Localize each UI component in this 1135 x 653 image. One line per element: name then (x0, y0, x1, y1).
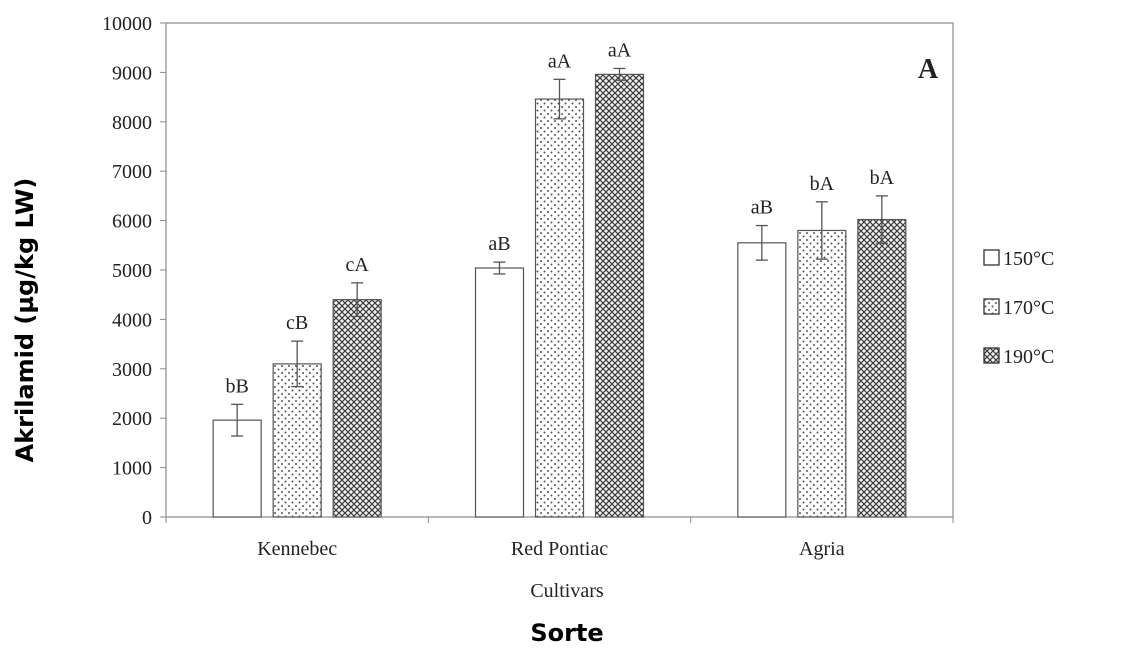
y-tick-label: 6000 (112, 211, 152, 233)
legend-label: 190°C (1003, 346, 1054, 368)
y-axis: 0 1000 2000 3000 4000 5000 6000 7000 8000 9000 100… (102, 13, 166, 529)
x-category-label: Kennebec (257, 538, 337, 560)
significance-label: cB (286, 312, 308, 334)
bar-2-2 (536, 99, 584, 517)
legend-swatch-1 (984, 250, 999, 265)
y-tick-label: 0 (142, 507, 152, 529)
significance-label: aB (488, 233, 510, 255)
y-tick-label: 5000 (112, 260, 152, 282)
y-overlay-label: Akrilamid (µg/kg LW) (11, 178, 39, 463)
bar-3-1 (333, 300, 381, 517)
bar-3-2 (596, 74, 644, 517)
significance-label: bB (225, 375, 248, 397)
y-tick-label: 10000 (102, 13, 152, 35)
legend-label: 150°C (1003, 248, 1054, 270)
significance-label: aA (608, 39, 632, 61)
significance-label: cA (346, 254, 370, 276)
legend-swatch-3 (984, 348, 999, 363)
bar-3-3 (858, 220, 906, 517)
y-tick-label: 7000 (112, 161, 152, 183)
x-category-label: Agria (799, 538, 845, 560)
panel-label: A (918, 54, 939, 85)
significance-label: aB (751, 197, 773, 219)
y-tick-label: 1000 (112, 458, 152, 480)
x-axis-title: Cultivars (530, 580, 604, 602)
bar-1-3 (738, 243, 786, 517)
legend-label: 170°C (1003, 297, 1054, 319)
significance-label: aA (548, 50, 572, 72)
y-tick-label: 8000 (112, 112, 152, 134)
x-axis: Kennebec Red Pontiac Agria (166, 517, 953, 560)
bar-1-2 (476, 268, 524, 517)
y-tick-label: 9000 (112, 62, 152, 84)
x-overlay-label: Sorte (530, 619, 603, 647)
x-category-label: Red Pontiac (511, 538, 608, 560)
bar-2-3 (798, 230, 846, 517)
y-tick-label: 3000 (112, 359, 152, 381)
significance-label: bA (810, 173, 835, 195)
legend-swatch-2 (984, 299, 999, 314)
y-tick-label: 4000 (112, 309, 152, 331)
significance-label: bA (870, 167, 895, 189)
bars-group: bB cB cA aB aA aA aB bA bA (213, 39, 906, 517)
y-tick-label: 2000 (112, 408, 152, 430)
legend: 150°C 170°C 190°C (984, 248, 1054, 368)
